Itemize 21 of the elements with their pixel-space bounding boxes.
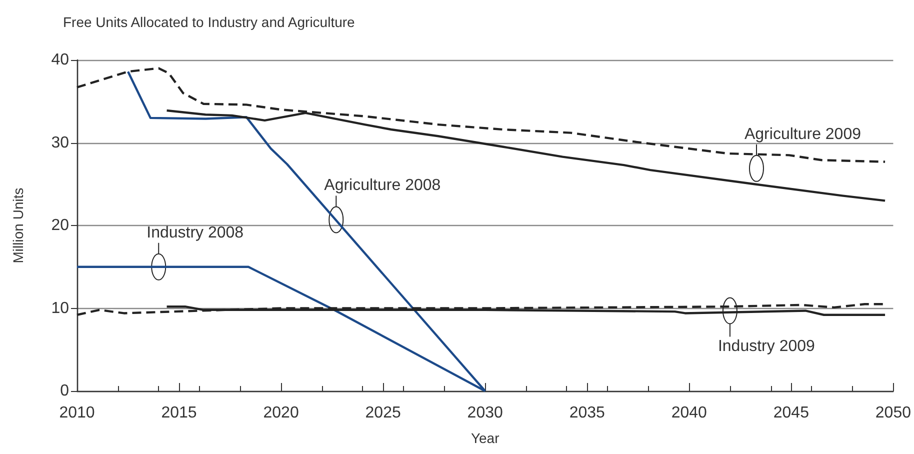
x-tick-label: 2020 <box>263 404 299 422</box>
x-tick-label: 2030 <box>467 404 503 422</box>
annotation: Agriculture 2008 <box>324 177 441 194</box>
y-tick-label: 40 <box>51 52 70 68</box>
x-tick-label: 2045 <box>773 404 810 422</box>
x-tick-label: 2025 <box>365 404 401 422</box>
y-tick-label: 10 <box>51 300 70 317</box>
x-axis-title: Year <box>470 430 500 446</box>
y-tick-label: 0 <box>60 382 70 400</box>
annotation: Agriculture 2009 <box>744 126 862 143</box>
x-tick-label: 2050 <box>875 404 912 422</box>
annotation: Industry 2009 <box>718 338 816 356</box>
y-tick-label: 30 <box>51 134 70 152</box>
x-tick-label: 2040 <box>671 404 708 422</box>
x-tick-label: 2010 <box>59 404 95 422</box>
y-tick-label: 20 <box>51 217 70 234</box>
chart-title: Free Units Allocated to Industry and Agriculture <box>63 14 356 30</box>
annotation: Industry 2008 <box>146 224 244 242</box>
y-axis-title: Million Units <box>10 188 26 264</box>
x-tick-label: 2035 <box>569 404 606 422</box>
x-tick-label: 2015 <box>161 404 197 422</box>
